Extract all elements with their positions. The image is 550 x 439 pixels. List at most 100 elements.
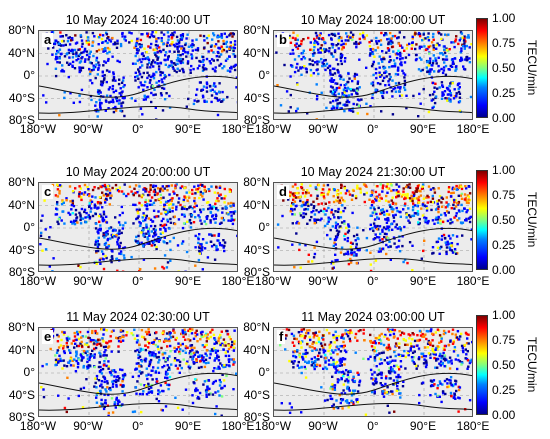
curve-line bbox=[274, 227, 472, 250]
map-panel-d: d bbox=[273, 182, 473, 272]
lon-tick-label: 180°E bbox=[221, 122, 255, 136]
lon-tick-label: 90°W bbox=[308, 122, 338, 136]
lon-tick-label: 180°W bbox=[254, 419, 292, 433]
panel-title: 11 May 2024 03:00:00 UT bbox=[301, 310, 445, 324]
lat-tick-label: 40°S bbox=[243, 90, 270, 105]
curve-line bbox=[39, 372, 237, 395]
curve-line bbox=[39, 227, 237, 250]
map-panel-b: b bbox=[273, 30, 473, 120]
lat-tick-label: 40°N bbox=[243, 45, 270, 60]
panel-letter: f bbox=[277, 329, 286, 344]
lon-tick-label: 180°E bbox=[456, 274, 490, 288]
curve-line bbox=[274, 75, 472, 98]
tec-points bbox=[42, 31, 237, 119]
panel-title: 10 May 2024 18:00:00 UT bbox=[300, 13, 446, 27]
panel-title: 10 May 2024 21:30:00 UT bbox=[300, 165, 446, 179]
panel-letter: d bbox=[277, 184, 289, 199]
lon-tick-label: 90°E bbox=[174, 419, 202, 433]
lon-tick-label: 90°W bbox=[73, 122, 103, 136]
lon-tick-label: 90°E bbox=[409, 419, 437, 433]
colorbar-tick-label: 0.50 bbox=[492, 358, 516, 372]
map-panel-e: e bbox=[38, 327, 238, 417]
map-panel-c: c bbox=[38, 182, 238, 272]
curve-line bbox=[274, 106, 472, 114]
panel-title: 10 May 2024 16:40:00 UT bbox=[65, 13, 211, 27]
map-panel-a: a bbox=[38, 30, 238, 120]
lon-tick-label: 180°W bbox=[254, 274, 292, 288]
lat-tick-label: 0° bbox=[258, 68, 270, 82]
lon-tick-label: 90°E bbox=[174, 274, 202, 288]
lon-tick-label: 90°W bbox=[73, 419, 103, 433]
curve-line bbox=[39, 403, 237, 411]
curve-line bbox=[39, 75, 237, 98]
colorbar bbox=[476, 170, 488, 270]
colorbar-tick-label: 1.00 bbox=[492, 308, 516, 322]
lat-tick-label: 0° bbox=[258, 365, 270, 379]
lat-tick-label: 40°N bbox=[243, 197, 270, 212]
lat-tick-label: 40°N bbox=[8, 197, 35, 212]
lon-tick-label: 180°W bbox=[19, 274, 57, 288]
curve-line bbox=[39, 106, 237, 114]
tec-points bbox=[279, 328, 472, 416]
map-panel-f: f bbox=[273, 327, 473, 417]
colorbar-tick-label: 0.50 bbox=[492, 61, 516, 75]
lon-tick-label: 180°E bbox=[221, 419, 255, 433]
colorbar bbox=[476, 315, 488, 415]
lon-tick-label: 0° bbox=[367, 419, 379, 433]
colorbar-unit-label: TECU/min bbox=[525, 40, 539, 96]
colorbar-tick-label: 0.75 bbox=[492, 36, 516, 50]
lat-tick-label: 40°S bbox=[8, 387, 35, 402]
tec-scatter bbox=[39, 31, 237, 119]
tec-points bbox=[275, 31, 472, 119]
colorbar-tick-label: 0.00 bbox=[492, 263, 516, 277]
tec-scatter bbox=[274, 328, 472, 416]
panel-letter: a bbox=[42, 32, 54, 47]
lat-tick-label: 80°N bbox=[8, 23, 35, 37]
lat-tick-label: 80°S bbox=[8, 410, 35, 424]
lon-tick-label: 0° bbox=[132, 274, 144, 288]
lat-tick-label: 80°S bbox=[243, 410, 270, 424]
lat-tick-label: 0° bbox=[23, 365, 35, 379]
colorbar bbox=[476, 18, 488, 118]
tec-scatter bbox=[274, 31, 472, 119]
curve-line bbox=[39, 258, 237, 266]
lat-tick-label: 0° bbox=[258, 220, 270, 234]
lon-tick-label: 0° bbox=[132, 419, 144, 433]
lat-tick-label: 40°S bbox=[8, 90, 35, 105]
colorbar-tick-label: 0.25 bbox=[492, 238, 516, 252]
lat-tick-label: 40°N bbox=[8, 45, 35, 60]
tec-points bbox=[276, 183, 472, 271]
lon-tick-label: 90°E bbox=[409, 122, 437, 136]
colorbar-tick-label: 0.00 bbox=[492, 408, 516, 422]
panel-title: 11 May 2024 02:30:00 UT bbox=[66, 310, 210, 324]
colorbar-unit-label: TECU/min bbox=[525, 192, 539, 248]
lat-tick-label: 80°N bbox=[8, 320, 35, 334]
lat-tick-label: 40°N bbox=[243, 342, 270, 357]
lon-tick-label: 180°W bbox=[19, 419, 57, 433]
lat-tick-label: 0° bbox=[23, 220, 35, 234]
lat-tick-label: 80°S bbox=[8, 265, 35, 279]
lon-tick-label: 180°W bbox=[19, 122, 57, 136]
lat-tick-label: 40°S bbox=[243, 387, 270, 402]
lon-tick-label: 90°E bbox=[409, 274, 437, 288]
lat-tick-label: 80°S bbox=[8, 113, 35, 127]
curve-line bbox=[274, 372, 472, 395]
lon-tick-label: 180°E bbox=[221, 274, 255, 288]
lat-tick-label: 40°N bbox=[8, 342, 35, 357]
lat-tick-label: 80°N bbox=[8, 175, 35, 189]
curve-line bbox=[274, 258, 472, 266]
colorbar-tick-label: 0.75 bbox=[492, 188, 516, 202]
colorbar-tick-label: 0.50 bbox=[492, 213, 516, 227]
colorbar-tick-label: 0.25 bbox=[492, 86, 516, 100]
lon-tick-label: 90°E bbox=[174, 122, 202, 136]
lat-tick-label: 80°N bbox=[243, 320, 270, 334]
lat-tick-label: 0° bbox=[23, 68, 35, 82]
lon-tick-label: 90°W bbox=[73, 274, 103, 288]
lat-tick-label: 80°N bbox=[243, 23, 270, 37]
colorbar-tick-label: 0.75 bbox=[492, 333, 516, 347]
lon-tick-label: 180°W bbox=[254, 122, 292, 136]
panel-letter: b bbox=[277, 32, 289, 47]
curve-line bbox=[274, 403, 472, 411]
colorbar-tick-label: 1.00 bbox=[492, 163, 516, 177]
colorbar-tick-label: 0.25 bbox=[492, 383, 516, 397]
